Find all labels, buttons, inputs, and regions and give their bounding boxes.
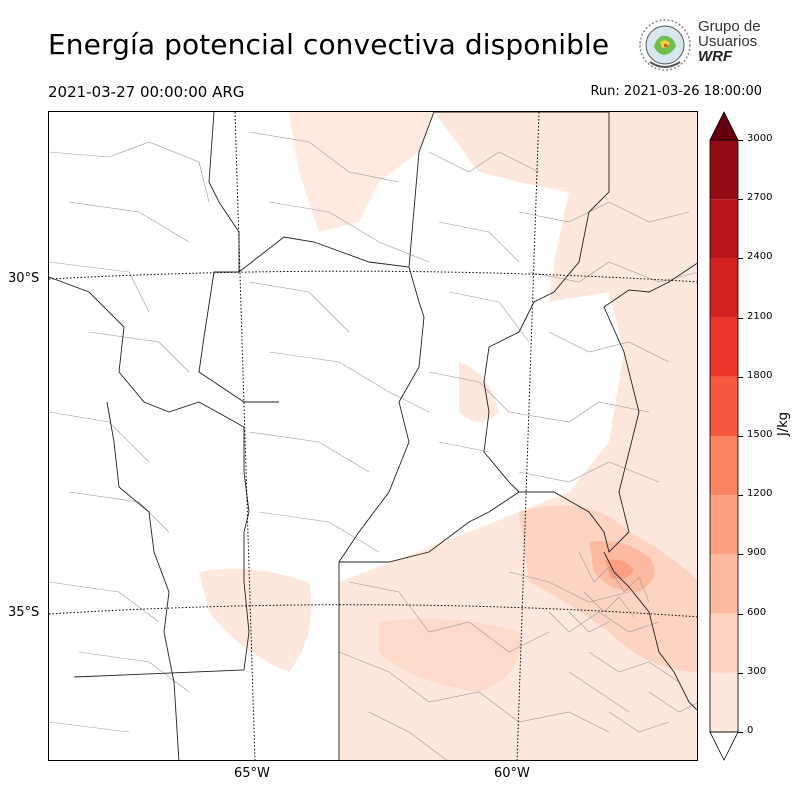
colorbar-tick-label: 2400 bbox=[747, 251, 773, 263]
colorbar-tick-mark bbox=[738, 317, 743, 319]
colorbar-tick-label: 1500 bbox=[747, 429, 773, 440]
colorbar-tick-label: 1800 bbox=[747, 369, 773, 381]
colorbar-tick-mark bbox=[738, 376, 743, 378]
colorbar-cell bbox=[710, 317, 738, 377]
lat-label-30s: 30°S bbox=[8, 271, 40, 286]
colorbar-max-arrow bbox=[709, 111, 739, 141]
colorbar bbox=[709, 111, 739, 761]
colorbar-cell bbox=[710, 436, 738, 496]
colorbar-cell bbox=[710, 199, 738, 259]
colorbar-tick-mark bbox=[738, 732, 743, 733]
logo-line-2: Usuarios bbox=[698, 33, 758, 50]
lon-label-60w: 60°W bbox=[494, 766, 530, 781]
colorbar-cell bbox=[710, 140, 738, 200]
colorbar-tick-mark bbox=[738, 258, 743, 260]
cape-shading bbox=[199, 112, 697, 760]
colorbar-cell bbox=[710, 495, 738, 555]
colorbar-cell bbox=[710, 376, 738, 436]
colorbar-tick-mark bbox=[738, 436, 743, 437]
colorbar-unit: J/kg bbox=[776, 412, 791, 436]
colorbar-tick-mark bbox=[738, 613, 743, 615]
graticule bbox=[49, 112, 697, 760]
colorbar-tick-label: 300 bbox=[747, 665, 767, 677]
lat-label-35s: 35°S bbox=[8, 605, 40, 620]
colorbar-tick-label: 1200 bbox=[747, 488, 773, 500]
colorbar-cell bbox=[710, 613, 738, 673]
map-canvas bbox=[49, 112, 697, 760]
logo-text: Grupo de Usuarios WRF bbox=[698, 19, 761, 64]
colorbar-tick-label: 900 bbox=[747, 547, 767, 559]
colorbar-tick-mark bbox=[738, 199, 743, 201]
lon-label-65w: 65°W bbox=[234, 766, 270, 781]
colorbar-tick-label: 600 bbox=[747, 606, 767, 618]
colorbar-tick-label: 2700 bbox=[747, 192, 773, 204]
colorbar-tick-mark bbox=[738, 554, 743, 556]
colorbar-cells bbox=[710, 140, 738, 732]
colorbar-tick-mark bbox=[738, 672, 743, 674]
colorbar-cell bbox=[710, 554, 738, 614]
logo-line-3: WRF bbox=[698, 48, 733, 65]
valid-time: 2021-03-27 00:00:00 ARG bbox=[48, 83, 245, 101]
province-boundaries bbox=[49, 112, 697, 760]
colorbar-tick-label: 3000 bbox=[747, 133, 773, 144]
colorbar-tick-mark bbox=[738, 495, 743, 497]
colorbar-cell bbox=[710, 672, 738, 732]
map-title: Energía potencial convectiva disponible bbox=[48, 28, 610, 61]
wrf-group-logo: Grupo de Usuarios WRF bbox=[636, 16, 766, 74]
colorbar-tick-label: 2100 bbox=[747, 310, 773, 322]
colorbar-min-arrow bbox=[709, 731, 739, 761]
colorbar-tick-label: 0 bbox=[747, 725, 754, 736]
run-time: Run: 2021-03-26 18:00:00 bbox=[590, 84, 762, 99]
cape-map bbox=[48, 111, 698, 761]
logo-line-1: Grupo de bbox=[698, 18, 761, 35]
colorbar-cell bbox=[710, 258, 738, 318]
colorbar-tick-mark bbox=[738, 140, 743, 141]
department-boundaries bbox=[49, 131, 697, 760]
globe-emblem-icon bbox=[639, 19, 691, 71]
